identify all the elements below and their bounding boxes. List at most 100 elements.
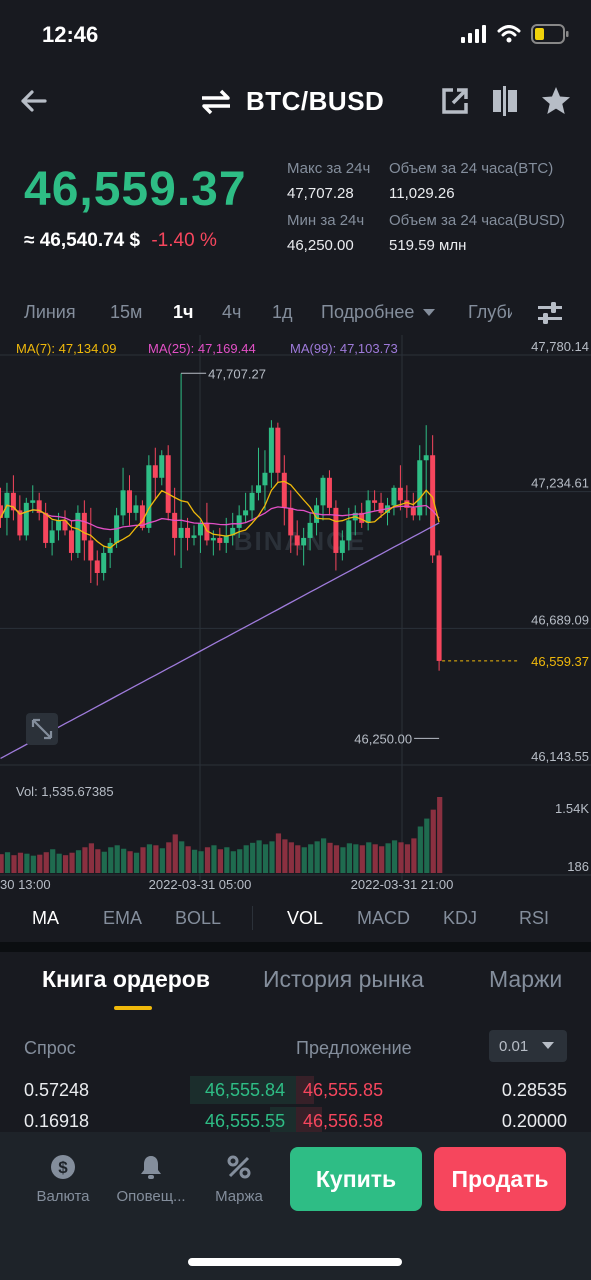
favorite-star-icon[interactable] — [541, 86, 571, 116]
volume-bar — [243, 845, 249, 873]
candle — [243, 510, 249, 516]
y-tick-label: 46,689.09 — [531, 612, 589, 627]
tab-margin[interactable]: Маржи — [489, 966, 563, 992]
ask-price: 46,556.58 — [303, 1111, 384, 1131]
candle — [333, 507, 339, 553]
candle — [191, 535, 197, 538]
stat-high: Макс за 24ч 47,707.28 — [287, 160, 370, 202]
nav-margin[interactable]: Маржа — [194, 1154, 284, 1205]
y-tick-label: 47,234.61 — [531, 476, 589, 491]
tab-order-book[interactable]: Книга ордеров — [42, 966, 210, 992]
volume-bar — [11, 855, 17, 873]
volume-tick-label: 1.54K — [555, 801, 589, 816]
stat-vol-btc-value: 11,029.26 — [389, 185, 455, 202]
x-tick-label: 2022-03-31 05:00 — [149, 877, 252, 892]
volume-bar — [37, 854, 43, 873]
indicator-ma[interactable]: MA — [32, 908, 59, 928]
candle — [410, 507, 416, 516]
caret-down-icon — [423, 309, 436, 317]
candle — [378, 502, 384, 513]
interval-4h[interactable]: 4ч — [222, 302, 242, 322]
volume-bar — [211, 845, 217, 873]
buy-button[interactable]: Купить — [290, 1147, 422, 1211]
volume-bar — [192, 849, 198, 873]
volume-bar — [108, 847, 114, 873]
volume-bar — [179, 841, 185, 873]
nav-margin-label: Маржа — [215, 1188, 263, 1205]
pair-selector[interactable]: BTC/BUSD — [200, 86, 384, 117]
ma25-line — [0, 504, 440, 531]
precision-select[interactable]: 0.01 — [489, 1030, 567, 1062]
candle — [249, 492, 255, 511]
interval-1h[interactable]: 1ч — [173, 302, 194, 322]
candle — [10, 492, 16, 511]
tab-market-history[interactable]: История рынка — [263, 966, 424, 992]
share-icon[interactable] — [441, 87, 469, 115]
order-book-row[interactable]: 0.16918 46,555.55 46,556.58 0.20000 — [0, 1107, 591, 1137]
volume-bar — [256, 840, 262, 873]
volume-tick-label: 186 — [567, 859, 589, 874]
indicator-rsi[interactable]: RSI — [519, 908, 550, 928]
candle — [56, 520, 62, 531]
volume-bar — [50, 849, 56, 873]
volume-bar — [379, 846, 385, 873]
candle — [365, 500, 371, 523]
volume-bar — [172, 834, 178, 873]
volume-bar — [159, 848, 165, 873]
bid-header: Спрос — [24, 1038, 76, 1058]
candle — [288, 507, 294, 536]
ask-price: 46,555.85 — [303, 1080, 384, 1100]
candle — [204, 522, 210, 541]
active-tab-indicator — [114, 1006, 152, 1010]
volume-bar — [372, 844, 378, 873]
indicator-macd[interactable]: MACD — [357, 908, 410, 928]
candle — [172, 512, 178, 538]
volume-bar — [153, 845, 159, 873]
volume-bar — [198, 851, 204, 873]
order-book-row[interactable]: 0.57248 46,555.84 46,555.85 0.28535 — [0, 1076, 591, 1106]
volume-bar — [204, 847, 211, 873]
volume-bar — [391, 840, 398, 873]
interval-15m[interactable]: 15м — [110, 302, 143, 322]
volume-bar — [133, 852, 140, 873]
volume-bar — [327, 842, 333, 873]
volume-bar — [275, 833, 282, 873]
volume-bar — [69, 852, 75, 873]
candle — [43, 512, 49, 543]
interval-depth[interactable]: Глуби — [468, 302, 512, 322]
interval-1d[interactable]: 1д — [272, 302, 293, 322]
indicator-vol[interactable]: VOL — [287, 908, 324, 928]
status-icons — [461, 24, 569, 44]
indicator-ema[interactable]: EMA — [103, 908, 143, 928]
indicator-boll[interactable]: BOLL — [175, 908, 222, 928]
volume-bar — [250, 842, 256, 873]
ma7-line — [0, 480, 440, 549]
interval-more[interactable]: Подробнее — [321, 302, 436, 323]
candlestick-chart[interactable]: BINANCE MA(7): 47,134.09 MA(25): 47,169.44… — [0, 335, 591, 893]
volume-bar — [217, 849, 223, 873]
volume-label: Vol: 1,535.67385 — [16, 784, 114, 799]
volume-bar — [63, 855, 69, 873]
ask-qty: 0.20000 — [501, 1111, 567, 1131]
nav-currency[interactable]: $ Валюта — [18, 1154, 108, 1205]
candle — [223, 535, 229, 543]
nav-alerts[interactable]: Оповещ... — [106, 1154, 196, 1205]
sell-button[interactable]: Продать — [434, 1147, 566, 1211]
candle — [320, 477, 326, 506]
ma99-line — [0, 522, 440, 759]
candle — [262, 472, 268, 486]
back-arrow-icon[interactable] — [18, 86, 48, 116]
expand-icon[interactable] — [26, 713, 58, 745]
status-time: 12:46 — [42, 22, 99, 47]
volume-bar — [346, 843, 352, 873]
volume-bar — [301, 847, 307, 873]
chart-settings-icon[interactable] — [536, 301, 564, 325]
indicator-kdj[interactable]: KDJ — [443, 908, 478, 928]
interval-line[interactable]: Линия — [24, 302, 76, 322]
y-tick-label: 47,780.14 — [531, 339, 589, 354]
volume-bar — [95, 849, 101, 873]
layout-icon[interactable] — [491, 86, 519, 116]
swap-icon — [202, 89, 230, 114]
volume-bar — [224, 847, 230, 873]
candle — [256, 485, 261, 493]
